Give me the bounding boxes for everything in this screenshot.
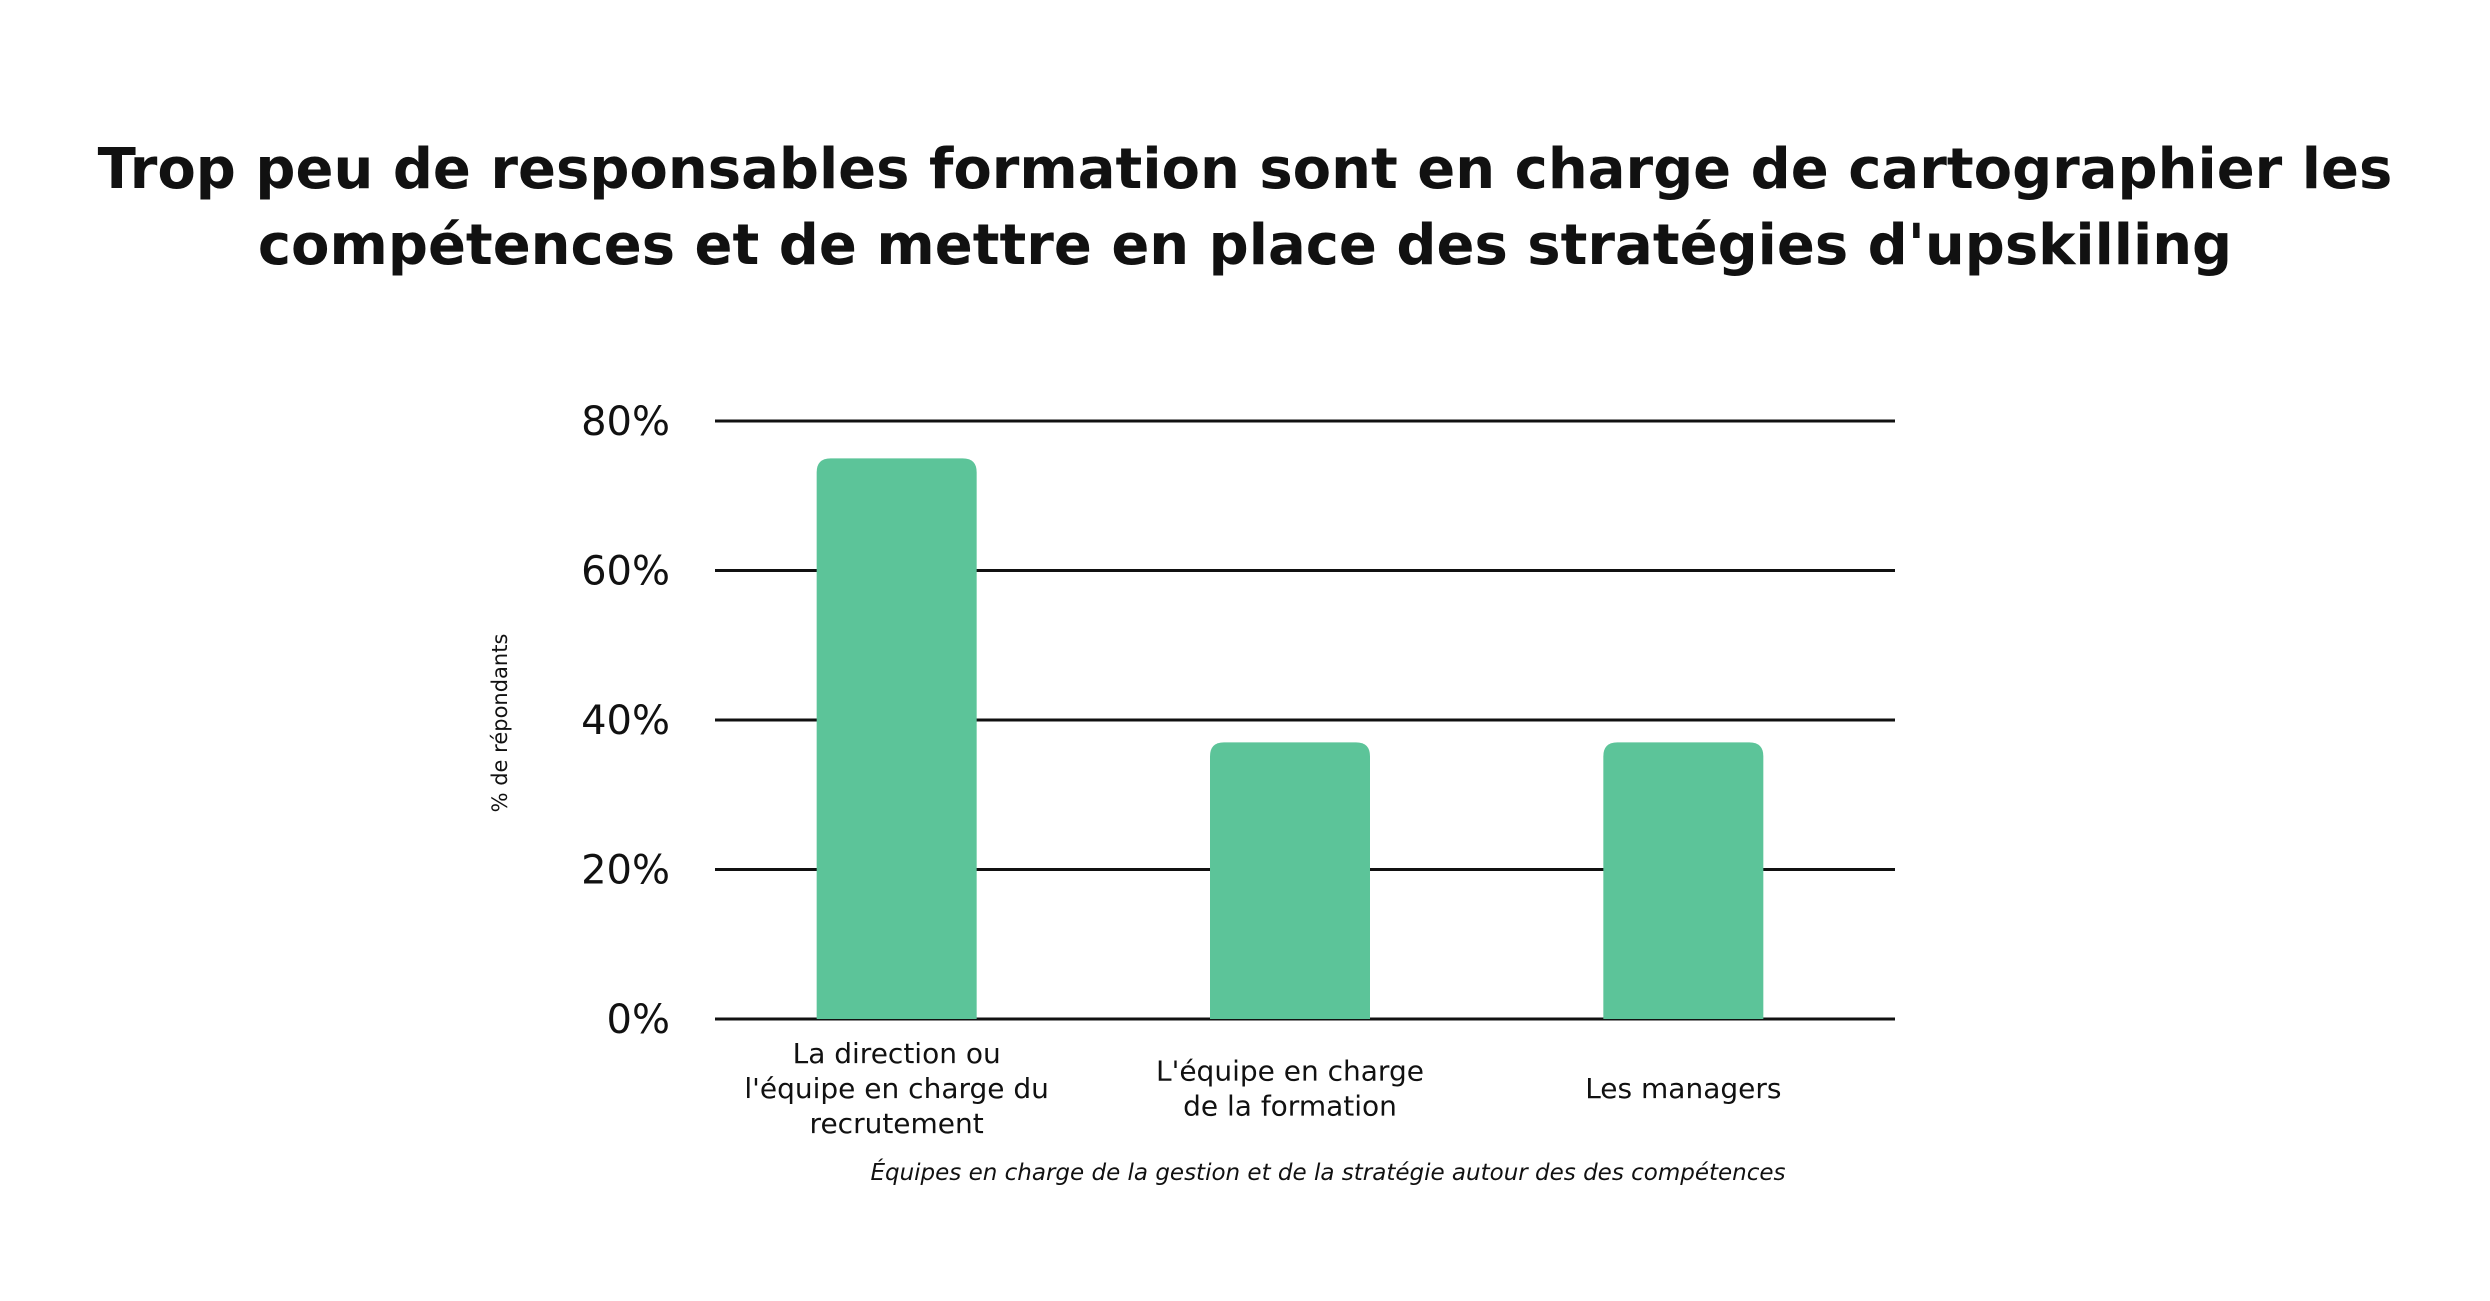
bar-1 <box>816 458 977 1019</box>
category-label-line: Les managers <box>1585 1072 1781 1105</box>
y-tick-label: 20% <box>581 848 670 894</box>
x-axis-label: Équipes en charge de la gestion et de la… <box>870 1158 1785 1186</box>
bar-3 <box>1603 742 1764 1019</box>
category-label-line: l'équipe en charge du <box>744 1072 1049 1105</box>
category-labels: La direction ou l'équipe en charge du recr… <box>744 1037 1781 1140</box>
y-tick-label: 0% <box>607 997 670 1043</box>
chart-title: Trop peu de responsables formation sont … <box>0 132 2490 284</box>
y-tick-label: 60% <box>581 549 670 595</box>
category-label-3: Les managers <box>1585 1072 1781 1105</box>
bars <box>816 458 1764 1019</box>
bar-2 <box>1210 742 1370 1019</box>
category-label-line: recrutement <box>810 1107 984 1140</box>
category-label-line: La direction ou <box>793 1037 1001 1070</box>
category-label-2: L'équipe en charge de la formation <box>1156 1055 1424 1123</box>
y-tick-label: 40% <box>581 698 670 744</box>
chart-title-line-1: Trop peu de responsables formation sont … <box>97 137 2393 202</box>
y-tick-label: 80% <box>581 399 670 445</box>
category-label-1: La direction ou l'équipe en charge du recr… <box>744 1037 1049 1140</box>
category-label-line: de la formation <box>1183 1090 1397 1123</box>
category-label-line: L'équipe en charge <box>1156 1055 1424 1088</box>
chart-title-line-2: compétences et de mettre en place des st… <box>257 213 2233 278</box>
y-tick-labels: 0% 20% 40% 60% 80% <box>581 399 670 1043</box>
y-axis-label: % de répondants <box>488 634 512 813</box>
